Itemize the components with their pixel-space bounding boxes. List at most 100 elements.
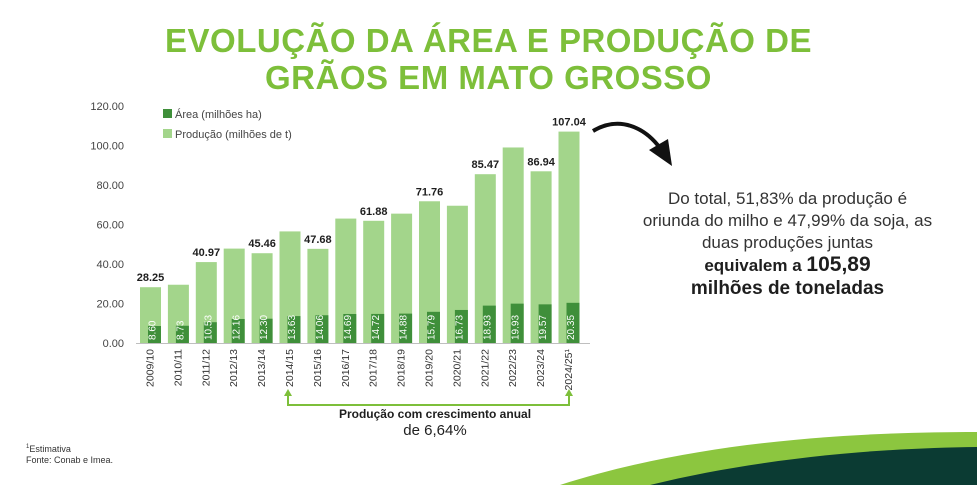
footnote-source: Fonte: Conab e Imea. [26, 455, 114, 465]
area-value-label: 15.79 [427, 315, 438, 340]
chart-title: EVOLUÇÃO DA ÁREA E PRODUÇÃO DE GRÃOS EM … [0, 22, 977, 96]
x-tick-label: 2017/18 [368, 349, 380, 387]
footnote-estimate: 1Estimativa [26, 442, 113, 455]
y-tick-label: 40.00 [96, 259, 124, 271]
title-line-2: GRÃOS EM MATO GROSSO [265, 59, 712, 96]
bar-area [510, 303, 524, 343]
producao-value-label: 71.76 [416, 186, 444, 198]
area-value-label: 10.53 [203, 315, 214, 340]
bar-producao [391, 213, 413, 343]
growth-label: Produção com crescimento anual [338, 407, 532, 421]
bottom-wave-decoration [560, 432, 977, 485]
title-line-1: EVOLUÇÃO DA ÁREA E PRODUÇÃO DE [165, 22, 812, 59]
summary-line: Do total, 51,83% da produção é oriunda d… [642, 189, 933, 252]
summary-bold-prefix: equivalem a [704, 256, 802, 275]
bar-area [343, 313, 357, 343]
bar-area [287, 316, 301, 343]
x-tick-label: 2015/16 [312, 349, 324, 387]
area-value-label: 19.57 [538, 315, 549, 340]
x-tick-label: 2023/24 [535, 349, 547, 387]
bar-producao [279, 231, 301, 343]
wave-dark [650, 447, 977, 485]
area-value-label: 14.88 [399, 315, 410, 340]
bar-area [371, 313, 385, 343]
area-value-label: 14.06 [315, 315, 326, 340]
bar-area [148, 326, 161, 343]
curved-arrow-shaft [591, 121, 662, 150]
x-tick-label: 2022/23 [507, 349, 519, 387]
bar-area [259, 318, 273, 343]
area-value-label: 12.30 [259, 315, 270, 340]
producao-value-label: 47.68 [304, 234, 332, 246]
bar-area [203, 322, 217, 343]
summary-big-value: 105,89 [806, 253, 871, 276]
producao-value-label: 86.94 [527, 156, 555, 168]
producao-value-label: 61.88 [360, 206, 388, 218]
area-value-label: 19.93 [510, 315, 521, 340]
footnote-estimate-text: Estimativa [29, 444, 71, 454]
growth-arrowhead-left [284, 389, 292, 396]
curved-arrow-icon [591, 121, 672, 166]
y-tick-label: 120.00 [90, 101, 124, 113]
x-tick-label: 2010/11 [172, 349, 184, 386]
y-tick-label: 60.00 [96, 220, 124, 232]
x-tick-label: 2020/21 [451, 349, 463, 387]
footnote-marker: 1 [26, 444, 30, 450]
area-value-label: 14.69 [343, 315, 354, 340]
bar-producao [419, 201, 440, 343]
area-value-label: 8.73 [176, 320, 187, 340]
bar-area [427, 311, 440, 343]
growth-value: de 6,64% [403, 422, 467, 439]
legend-swatch-area [163, 109, 172, 118]
bar-producao [363, 220, 385, 343]
bar-producao [558, 131, 580, 343]
bar-area [454, 309, 468, 343]
producao-value-label: 45.46 [248, 238, 276, 250]
x-tick-label: 2011/12 [200, 349, 212, 386]
footnote: 1Estimativa Fonte: Conab e Imea. [26, 442, 113, 466]
y-axis: 0.00 20.00 40.00 60.00 80.00 100.00 120.00 [90, 101, 124, 350]
x-tick-label: 2016/17 [340, 349, 352, 387]
x-tick-label: 2012/13 [228, 349, 240, 387]
y-tick-label: 20.00 [96, 299, 124, 311]
area-value-label: 8.60 [148, 320, 159, 340]
bar-producao [335, 218, 357, 343]
growth-bracket-line [287, 392, 570, 406]
producao-value-label: 40.97 [193, 247, 221, 259]
y-tick-label: 0.00 [103, 338, 124, 350]
x-axis: 2009/10 2010/11 2011/12 2012/13 2013/14 2014/… [136, 343, 590, 390]
summary-bold-suffix: milhões de toneladas [690, 278, 885, 299]
bar-producao [502, 147, 524, 343]
x-tick-label: 2013/14 [256, 349, 268, 387]
growth-bracket [284, 389, 573, 406]
producao-value-label: 85.47 [472, 159, 500, 171]
bar-area [566, 302, 580, 343]
x-tick-label: 2014/15 [284, 349, 296, 387]
bar-area [538, 304, 552, 343]
bar-producao [446, 205, 468, 343]
legend-label-area: Área (milhões ha) [175, 108, 262, 121]
x-tick-label: 2019/20 [424, 349, 436, 387]
bar-producao [530, 171, 552, 343]
bar-area [315, 315, 329, 343]
area-value-label: 18.93 [482, 315, 493, 340]
x-tick-label: 2009/10 [145, 349, 157, 387]
producao-value-label: 107.04 [552, 117, 587, 129]
legend-label-producao: Produção (milhões de t) [175, 129, 292, 141]
y-tick-label: 80.00 [96, 180, 124, 192]
x-tick-label: 2018/19 [396, 349, 408, 387]
legend: Área (milhões ha) Produção (milhões de t) [163, 108, 292, 141]
producao-value-label: 28.25 [137, 272, 165, 284]
area-value-label: 20.35 [566, 315, 577, 340]
area-value-label: 16.73 [455, 315, 466, 340]
bar-area [231, 318, 245, 343]
area-value-label: 14.72 [371, 315, 382, 340]
legend-swatch-producao [163, 129, 172, 138]
bar-area [399, 313, 413, 343]
curved-arrow-head [649, 139, 672, 166]
growth-arrowhead-right [565, 389, 573, 396]
x-tick-label: 2024/25¹ [563, 348, 575, 390]
bar-area [175, 325, 189, 343]
area-value-label: 13.63 [287, 315, 298, 340]
